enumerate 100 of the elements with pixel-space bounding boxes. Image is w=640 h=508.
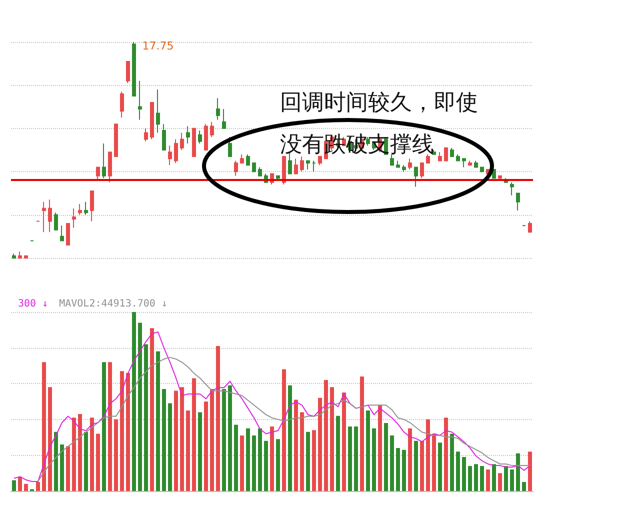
candlestick: [510, 182, 514, 196]
bar: [198, 412, 202, 491]
bar: [90, 418, 94, 491]
bar: [102, 362, 106, 491]
bar: [372, 428, 376, 491]
bar: [276, 439, 280, 491]
candlestick: [84, 201, 88, 216]
candlestick: [312, 160, 316, 172]
bar: [450, 434, 454, 491]
bar: [396, 448, 400, 491]
candlestick: [432, 150, 436, 155]
candlestick: [516, 192, 520, 211]
candlestick: [456, 154, 460, 162]
candlestick: [102, 143, 106, 179]
bar: [204, 402, 208, 491]
candlestick: [54, 212, 58, 230]
bar: [492, 464, 496, 491]
candlestick: [162, 124, 166, 150]
bar: [444, 418, 448, 491]
candlestick: [462, 158, 466, 168]
bar: [36, 482, 40, 491]
bar: [468, 466, 472, 491]
bar: [180, 387, 184, 491]
bar: [312, 430, 316, 491]
candlestick: [450, 147, 454, 157]
candlestick: [282, 156, 286, 186]
candlestick: [480, 166, 484, 172]
bar: [522, 482, 526, 491]
candlestick: [474, 160, 478, 168]
text: MAVOL2:44913.700 ↓: [59, 298, 168, 310]
bar: [12, 480, 16, 491]
bar: [216, 346, 220, 491]
candlestick: [402, 164, 406, 172]
bar: [252, 436, 256, 491]
bar: [108, 362, 112, 491]
text: 300 ↓: [18, 298, 48, 310]
bar: [306, 432, 310, 491]
bar: [480, 466, 484, 491]
bar: [486, 470, 490, 491]
candlestick: [24, 255, 28, 258]
candlestick: [498, 175, 502, 181]
candlestick: [198, 130, 202, 144]
bar: [138, 322, 142, 491]
bar: [48, 387, 52, 491]
bar: [402, 450, 406, 491]
bar: [414, 440, 418, 491]
bar: [156, 351, 160, 491]
bar: [264, 440, 268, 491]
bar: [318, 398, 322, 491]
bar: [114, 419, 118, 491]
candlestick: [78, 204, 82, 216]
bar: [294, 400, 298, 491]
bar: [378, 405, 382, 491]
candlestick: [252, 162, 256, 172]
candlestick: [174, 138, 178, 164]
candlestick: [420, 162, 424, 179]
bar: [498, 473, 502, 491]
candlestick: [276, 175, 280, 181]
candlestick: [438, 152, 442, 162]
candlestick: [408, 158, 412, 170]
candlestick: [186, 126, 190, 144]
bar: [342, 392, 346, 491]
bar: [420, 440, 424, 491]
bar: [432, 434, 436, 491]
candlestick: [234, 160, 238, 176]
bar: [258, 428, 262, 491]
candlestick: [120, 91, 124, 118]
bar: [516, 453, 520, 491]
candlestick: [210, 121, 214, 138]
bar: [222, 388, 226, 491]
bar: [228, 385, 232, 491]
bar: [24, 484, 28, 491]
candlestick: [90, 190, 94, 222]
candlestick: [228, 136, 232, 157]
bar: [72, 418, 76, 491]
bar: [408, 428, 412, 491]
bar: [186, 410, 190, 491]
bar: [54, 432, 58, 491]
candlestick: [144, 128, 148, 142]
bar: [126, 372, 130, 491]
bar: [66, 446, 70, 491]
candlestick: [108, 152, 112, 183]
candlestick: [294, 158, 298, 174]
candlestick: [192, 128, 196, 157]
bar: [390, 436, 394, 491]
candlestick: [300, 156, 304, 172]
candlestick: [138, 80, 142, 120]
candlestick: [114, 124, 118, 157]
bar: [330, 387, 334, 491]
candlestick: [42, 201, 46, 233]
bar: [462, 456, 466, 491]
candlestick: [12, 253, 16, 258]
bar: [474, 464, 478, 491]
bar: [42, 362, 46, 491]
candlestick: [222, 108, 226, 129]
candlestick: [204, 124, 208, 150]
bar: [270, 426, 274, 491]
candlestick: [150, 102, 154, 140]
bar: [84, 432, 88, 491]
bar: [144, 344, 148, 491]
